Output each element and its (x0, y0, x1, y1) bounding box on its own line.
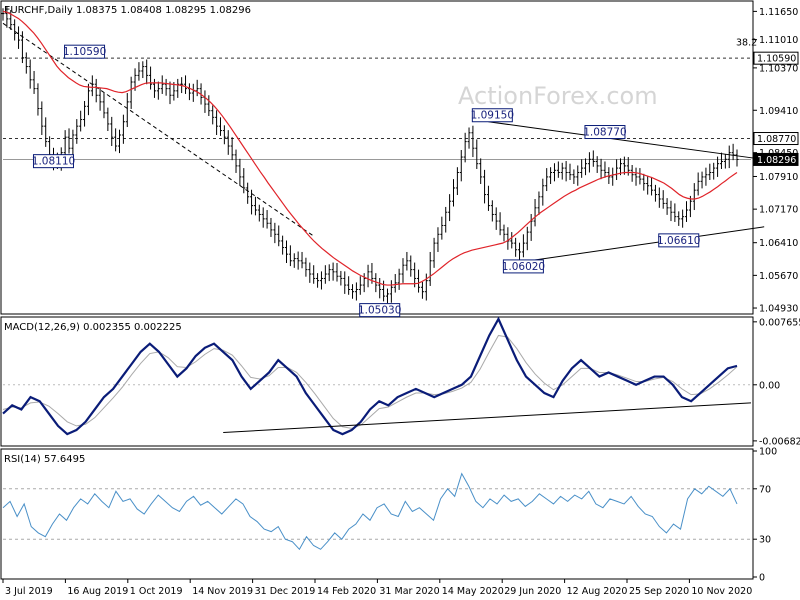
macd-tick-label: 0.00 (759, 380, 780, 391)
annotation-label: 1.09150 (471, 110, 514, 122)
annotation-box (64, 44, 106, 59)
annotation-label: 1.08110 (32, 156, 75, 168)
macd-header: MACD(12,26,9) 0.002355 0.002225 (4, 322, 182, 333)
price-header: EURCHF,Daily 1.08375 1.08408 1.08295 1.0… (4, 5, 251, 16)
macd-signal-line (2, 334, 738, 429)
x-axis: 3 Jul 2019 16 Aug 2019 1 Oct 2019 14 Nov 20… (2, 579, 752, 597)
annotation-label: 1.10590 (63, 46, 106, 58)
x-tick-label: 29 Jun 2020 (504, 586, 561, 597)
annotation-label: 1.06020 (502, 261, 545, 273)
price-tick-label: 1.07910 (759, 172, 798, 183)
annotation-box (471, 108, 513, 123)
rsi-tick-label: 70 (759, 484, 771, 495)
level-price-label: 1.08296 (757, 155, 796, 166)
fib-label: 38.2 (736, 37, 757, 48)
macd-line (2, 316, 738, 436)
level-price-label: 1.08770 (757, 134, 796, 145)
watermark: ActionForex.com (458, 82, 658, 110)
trendline-2 (523, 226, 765, 263)
price-tick-label: 1.10370 (759, 63, 798, 74)
annotation-label: 1.05030 (358, 305, 401, 317)
annotation-box (502, 259, 544, 274)
price-tick-label: 1.06410 (759, 238, 798, 249)
level-price-box (753, 152, 799, 166)
annotation-box (359, 303, 401, 318)
price-axis: 1.116501.110101.103701.094101.084501.079… (736, 7, 799, 315)
macd-tick-label: 0.007655 (759, 317, 800, 328)
price-plot: 1.10590 1.08110 1.05030 1.09150 1.06020 1.087… (1, 6, 765, 318)
rsi-header: RSI(14) 57.6495 (4, 454, 85, 465)
annotation-label: 1.08770 (583, 127, 626, 139)
trendline-1 (488, 121, 753, 159)
rsi-tick-label: 30 (759, 535, 771, 546)
x-tick-label: 10 Nov 2020 (691, 586, 752, 597)
x-tick-label: 12 Aug 2020 (567, 586, 628, 597)
annotation-box (32, 154, 74, 169)
x-tick-label: 14 Nov 2019 (192, 586, 253, 597)
rsi-axis: 100 70 30 0 (753, 447, 777, 584)
price-tick-label: 1.11650 (759, 7, 798, 18)
x-tick-label: 31 Dec 2019 (255, 586, 316, 597)
rsi-panel-frame (0, 448, 754, 580)
macd-axis: 0.007655 0.00 -0.006822 (753, 317, 800, 447)
rsi-tick-label: 0 (759, 573, 765, 584)
level-price-box (753, 132, 799, 146)
rsi-line (2, 472, 738, 551)
x-tick-label: 1 Oct 2019 (130, 586, 183, 597)
macd-tick-label: -0.006822 (759, 436, 800, 447)
x-tick-label: 25 Sep 2020 (629, 586, 689, 597)
macd-trendline (223, 402, 752, 433)
rsi-tick-label: 100 (759, 447, 777, 458)
x-tick-label: 14 May 2020 (442, 586, 504, 597)
level-price-box (753, 51, 799, 65)
price-panel-frame (0, 0, 754, 315)
annotation-box (658, 233, 700, 248)
annotation-label: 1.06610 (657, 235, 700, 247)
rsi-plot (2, 472, 751, 551)
x-tick-label: 3 Jul 2019 (5, 586, 53, 597)
x-tick-label: 14 Feb 2020 (317, 586, 376, 597)
price-tick-label: 1.09410 (759, 106, 798, 117)
moving-average-line (2, 10, 738, 286)
x-tick-label: 16 Aug 2019 (67, 586, 128, 597)
level-price-label: 1.10590 (757, 54, 796, 65)
price-tick-label: 1.04930 (759, 304, 798, 315)
x-tick-label: 31 Mar 2020 (379, 586, 439, 597)
price-tick-label: 1.11010 (759, 35, 798, 46)
price-tick-label: 1.05670 (759, 271, 798, 282)
annotation-box (584, 125, 626, 140)
price-tick-label: 1.07170 (759, 205, 798, 216)
macd-plot (2, 316, 752, 436)
